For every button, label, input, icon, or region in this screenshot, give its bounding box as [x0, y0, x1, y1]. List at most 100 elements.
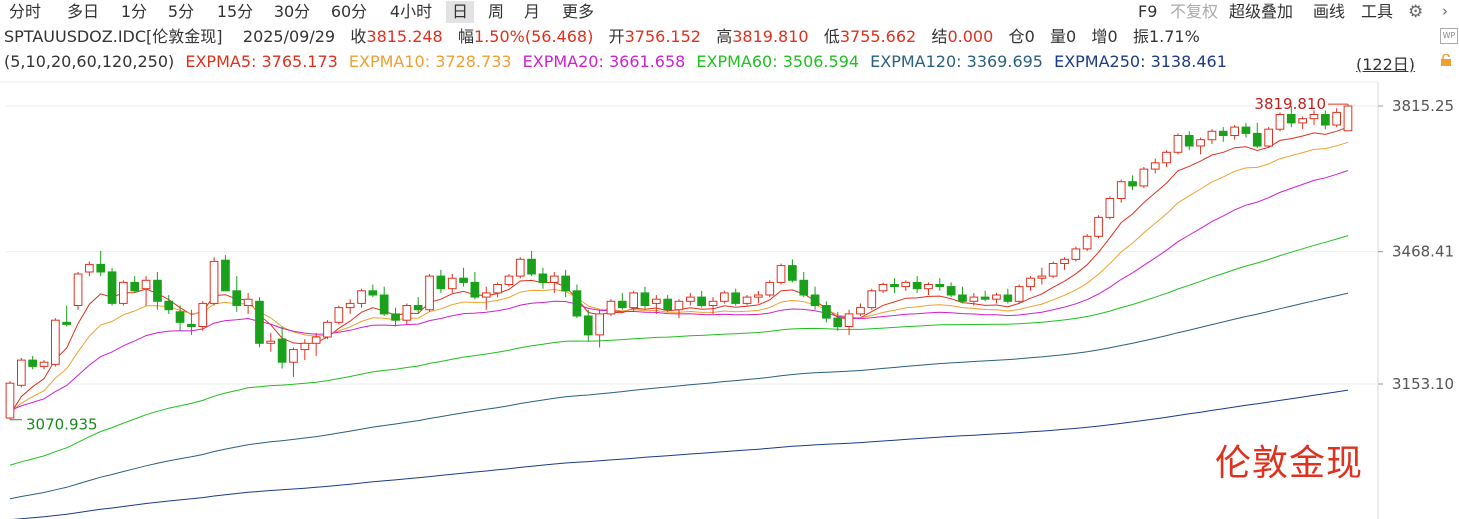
- candle-body: [277, 338, 287, 363]
- f9-button[interactable]: F9: [1138, 2, 1158, 21]
- candle-body: [413, 305, 423, 311]
- candle: [1207, 129, 1217, 144]
- candle: [799, 271, 809, 298]
- candle-body: [844, 313, 854, 327]
- candle-body: [924, 284, 933, 290]
- candle-body: [708, 300, 718, 306]
- candle: [5, 381, 15, 420]
- chevron-right-icon[interactable]: ›: [1442, 2, 1448, 20]
- day-count[interactable]: (122日): [1356, 55, 1416, 74]
- candle: [1014, 284, 1024, 304]
- candle-body: [425, 275, 434, 311]
- overlay-button[interactable]: 超级叠加: [1229, 2, 1294, 21]
- candle-body: [436, 275, 446, 290]
- tab-more[interactable]: 更多: [561, 2, 594, 21]
- candle: [742, 295, 752, 306]
- candle: [379, 286, 389, 317]
- candle: [153, 271, 162, 310]
- tab-15min[interactable]: 15分: [216, 2, 254, 21]
- tab-weekly[interactable]: 周: [487, 2, 504, 21]
- candle-body: [391, 313, 400, 321]
- tab-minute[interactable]: 分时: [8, 2, 41, 21]
- candle: [652, 295, 661, 314]
- candle: [901, 280, 911, 291]
- candle: [447, 274, 457, 293]
- candle: [51, 318, 60, 367]
- candle-body: [1037, 275, 1047, 279]
- candle-body: [686, 296, 695, 302]
- candle-body: [1026, 277, 1035, 288]
- candle-body: [368, 290, 378, 296]
- candle-body: [481, 292, 491, 298]
- candle-body: [878, 284, 888, 292]
- candle-body: [232, 290, 242, 306]
- candle-body: [674, 300, 684, 311]
- ma-legend-item: EXPMA5: 3765.173: [185, 52, 338, 71]
- low-annotation: 3070.935: [26, 416, 98, 434]
- candle: [402, 303, 412, 325]
- candle: [1037, 267, 1047, 285]
- tab-30min[interactable]: 30分: [273, 2, 311, 21]
- candle: [822, 301, 831, 323]
- candle-body: [992, 294, 1001, 300]
- candle-body: [617, 300, 627, 309]
- candle: [209, 257, 219, 306]
- candle: [255, 297, 264, 348]
- candle-body: [96, 263, 106, 273]
- candle: [436, 269, 446, 293]
- change-value: 1.50%(56.468): [474, 27, 594, 46]
- settle-label: 结: [931, 27, 948, 46]
- candle: [1003, 288, 1013, 304]
- candle-body: [765, 281, 775, 296]
- candle-body: [62, 321, 71, 325]
- tab-monthly[interactable]: 月: [523, 2, 540, 21]
- candle: [1298, 116, 1308, 130]
- candle-body: [51, 319, 60, 365]
- candle: [1162, 150, 1171, 167]
- tools-button[interactable]: 工具: [1361, 2, 1394, 21]
- tab-60min[interactable]: 60分: [330, 2, 368, 21]
- tab-1min[interactable]: 1分: [120, 2, 148, 21]
- change-label: 幅: [458, 27, 475, 46]
- candle-body: [334, 307, 344, 323]
- candle: [187, 309, 196, 335]
- ma-legend-item: EXPMA120: 3369.695: [870, 52, 1043, 71]
- candle-body: [935, 284, 945, 288]
- candle-body: [357, 290, 366, 304]
- no-adjust-button[interactable]: 不复权: [1170, 2, 1219, 21]
- candle-body: [1309, 114, 1319, 120]
- candle: [266, 332, 276, 352]
- candle-body: [549, 275, 559, 283]
- candle-body: [1218, 130, 1228, 137]
- ema-line-expma250: [12, 389, 1349, 519]
- tab-multiday[interactable]: 多日: [66, 2, 99, 21]
- candle: [720, 290, 729, 304]
- tab-4hour[interactable]: 4小时: [389, 2, 433, 21]
- candle-body: [255, 300, 264, 344]
- candle-body: [504, 275, 514, 286]
- amp-label: 振: [1132, 27, 1149, 46]
- candle-body: [731, 292, 740, 304]
- candle: [28, 355, 37, 370]
- candle-body: [1332, 111, 1342, 126]
- lock-icon[interactable]: [1440, 54, 1452, 66]
- draw-button[interactable]: 画线: [1313, 2, 1346, 21]
- candle: [946, 282, 956, 298]
- tab-daily[interactable]: 日: [446, 1, 474, 23]
- candle: [345, 299, 355, 314]
- candle: [765, 280, 775, 298]
- candle-body: [266, 340, 276, 344]
- gear-icon[interactable]: ⚙: [1408, 2, 1424, 22]
- candle-body: [39, 361, 49, 367]
- oi-label: 仓: [1008, 27, 1025, 46]
- high-label: 高: [716, 27, 733, 46]
- candle-body: [697, 296, 706, 307]
- tab-5min[interactable]: 5分: [167, 2, 195, 21]
- candle: [663, 295, 672, 312]
- candle-body: [300, 342, 310, 351]
- wp-icon[interactable]: WP: [1440, 28, 1458, 44]
- candle-body: [119, 281, 128, 304]
- candle: [1264, 127, 1274, 149]
- candles: [5, 104, 1353, 420]
- low-value: 3755.662: [839, 27, 917, 46]
